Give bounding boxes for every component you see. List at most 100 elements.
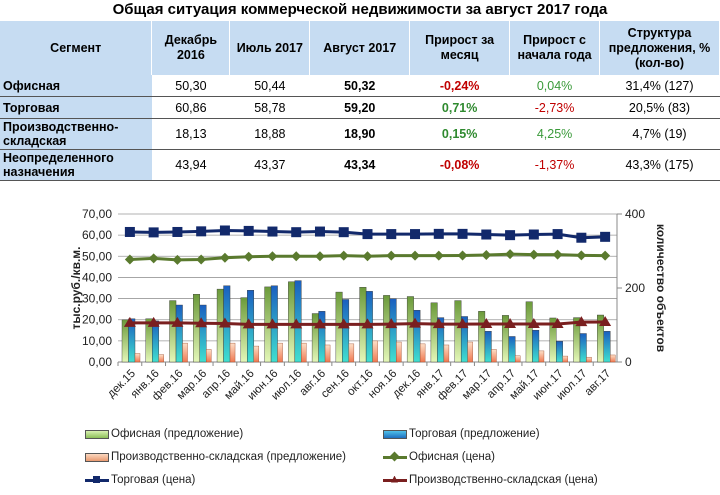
bar-retail (603, 331, 611, 363)
bar-retail (508, 336, 516, 363)
triangle-marker (313, 318, 326, 329)
legend-label: Производственно-складская (цена) (409, 474, 598, 486)
square-marker (291, 227, 302, 238)
triangle-marker (409, 317, 422, 328)
bar-industrial (229, 342, 236, 363)
y-tick-label: 20,00 (82, 313, 112, 327)
share-cell: 4,7% (19) (599, 118, 720, 150)
triangle-marker (266, 318, 279, 329)
col-header: Прирост с начала года (509, 21, 600, 75)
bar-retail (175, 304, 183, 363)
bar-industrial (610, 354, 616, 363)
diamond-marker (124, 254, 135, 265)
legend-label: Торговая (предложение) (409, 428, 540, 440)
legend-label: Офисная (цена) (409, 451, 496, 463)
triangle-marker (551, 317, 564, 328)
legend-line (383, 451, 407, 461)
bar-retail (460, 316, 468, 363)
legend-label: Торговая (цена) (111, 474, 196, 486)
legend-swatch (383, 429, 407, 439)
bar-office (454, 300, 462, 363)
legend-label: Офисная (предложение) (111, 428, 244, 440)
legend-item: Производственно-складская (цена) (383, 474, 598, 486)
diamond-marker (196, 254, 207, 265)
y-tick-label: 60,00 (82, 228, 112, 242)
mom-cell: -0,24% (409, 75, 510, 97)
segment-cell: Неопределенного назначения (0, 149, 152, 181)
y2-axis-title: количество объектов (654, 224, 668, 352)
triangle-marker (504, 317, 517, 328)
square-marker (362, 229, 373, 240)
triangle-marker (290, 318, 303, 329)
y-tick-label: 10,00 (82, 334, 112, 348)
y-tick-label: 40,00 (82, 270, 112, 284)
legend-line (383, 475, 407, 483)
square-marker (124, 226, 135, 237)
diamond-marker (148, 253, 159, 264)
bar-retail (413, 309, 421, 363)
segment-cell: Торговая (0, 96, 152, 119)
y2-tick-label: 0 (625, 355, 632, 369)
legend-item: Офисная (предложение) (85, 428, 243, 440)
diamond-marker (291, 251, 302, 262)
triangle-marker (195, 317, 208, 328)
col-header: Прирост за месяц (409, 21, 511, 75)
bar-office (478, 311, 486, 363)
diamond-marker (410, 250, 421, 261)
triangle-marker (432, 318, 445, 329)
diamond-marker (314, 251, 325, 262)
jul-cell: 18,88 (229, 118, 310, 150)
diamond-marker (600, 250, 611, 261)
mom-cell: 0,71% (409, 96, 510, 119)
bar-office (383, 295, 391, 363)
share-cell: 43,3% (175) (599, 149, 720, 181)
bar-industrial (372, 340, 378, 363)
square-marker (552, 229, 563, 240)
bar-industrial (514, 355, 521, 363)
legend-line (85, 475, 109, 483)
bar-retail (532, 329, 540, 363)
square-marker (338, 227, 349, 238)
summary-table: Сегмент Декабрь 2016 Июль 2017 Август 20… (0, 21, 720, 181)
bar-retail (342, 299, 350, 363)
triangle-marker (123, 316, 136, 327)
table-row: Производственно-складская 18,13 18,88 18… (0, 118, 720, 150)
bar-office (549, 317, 557, 363)
bar-industrial (562, 355, 568, 363)
legend-item: Офисная (цена) (383, 451, 495, 463)
diamond-marker (338, 250, 349, 261)
diamond-marker-icon (389, 451, 400, 461)
square-marker (219, 225, 230, 236)
share-cell: 20,5% (83) (599, 96, 720, 119)
bar-retail (199, 304, 207, 363)
dec-cell: 50,30 (151, 75, 230, 97)
bar-office (525, 301, 533, 363)
jul-cell: 43,37 (229, 149, 310, 181)
table-header-row: Сегмент Декабрь 2016 Июль 2017 Август 20… (0, 21, 720, 75)
triangle-marker (575, 316, 588, 327)
bar-industrial (158, 354, 164, 363)
bar-retail (318, 311, 326, 363)
square-marker (172, 226, 183, 237)
square-marker (576, 232, 587, 243)
diamond-marker (528, 249, 539, 260)
dec-cell: 60,86 (151, 96, 230, 119)
diamond-marker (386, 250, 397, 261)
diamond-marker (219, 252, 230, 263)
col-header: Структура предложения, % (кол-во) (599, 21, 720, 75)
triangle-marker (171, 316, 184, 327)
jul-cell: 58,78 (229, 96, 310, 119)
aug-cell: 18,90 (309, 118, 410, 150)
bar-office (288, 281, 296, 363)
bar-office (240, 297, 248, 363)
triangle-marker (385, 318, 398, 329)
bar-industrial (134, 353, 141, 363)
bar-office (406, 296, 414, 363)
bar-retail (579, 333, 587, 363)
triangle-marker (337, 318, 350, 329)
square-marker (148, 227, 159, 238)
triangle-marker (242, 318, 255, 329)
diamond-marker (243, 251, 254, 262)
bar-industrial (396, 341, 402, 363)
bar-retail (437, 317, 445, 363)
